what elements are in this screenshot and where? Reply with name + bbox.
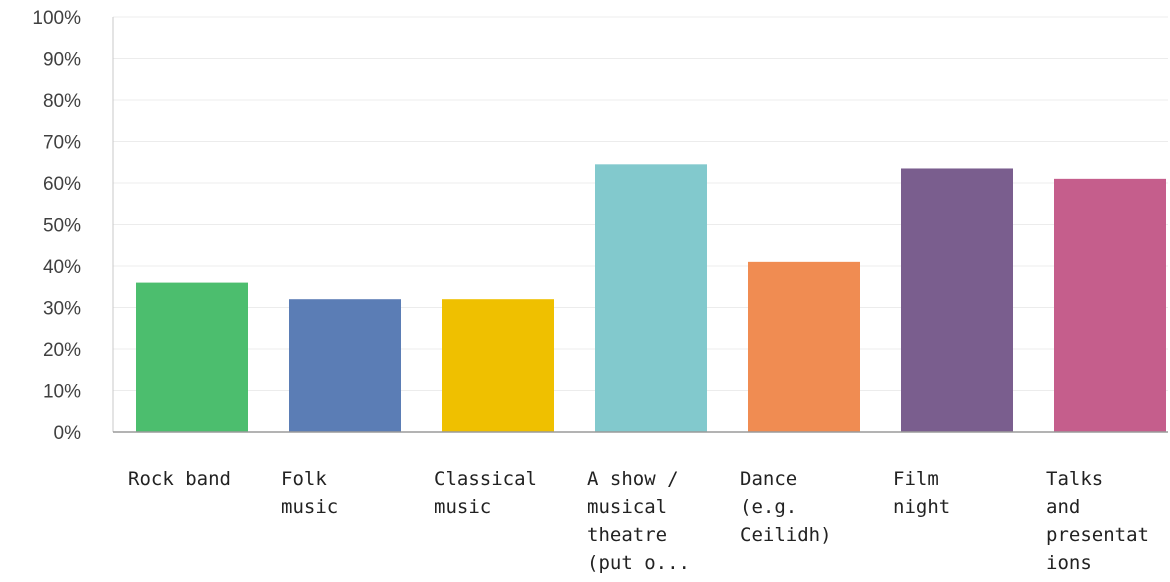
bar [595, 164, 707, 432]
bar [136, 282, 248, 432]
x-category-label: Folk music [281, 468, 338, 518]
y-tick-label: 90% [43, 50, 81, 71]
bar [289, 299, 401, 432]
y-tick-label: 40% [43, 257, 81, 278]
x-category-label: Classical music [434, 468, 537, 518]
bar [748, 261, 860, 432]
bar [442, 299, 554, 432]
bar [901, 168, 1013, 432]
y-tick-label: 50% [43, 216, 81, 237]
x-category-label: Dance (e.g. Ceilidh) [740, 468, 832, 546]
y-tick-label: 60% [43, 174, 81, 195]
x-axis-labels: Rock band Folk music Classical music A show /… [128, 468, 1149, 574]
x-category-label: Rock band [128, 468, 231, 490]
y-tick-label: 20% [43, 340, 81, 361]
x-category-label: Film night [893, 468, 950, 518]
y-axis-ticks: 0% 10% 20% 30% 40% 50% 60% 70% 80% 90% 100% [32, 8, 81, 444]
x-category-label: A show / musical theatre (put o... [587, 468, 690, 574]
bars [136, 164, 1166, 432]
y-tick-label: 0% [54, 423, 82, 444]
bar [1054, 178, 1166, 432]
x-category-label: Talks and presentat ions [1046, 468, 1149, 574]
y-tick-label: 70% [43, 133, 81, 154]
y-tick-label: 30% [43, 299, 81, 320]
y-tick-label: 80% [43, 91, 81, 112]
y-tick-label: 100% [32, 8, 81, 29]
y-tick-label: 10% [43, 382, 81, 403]
